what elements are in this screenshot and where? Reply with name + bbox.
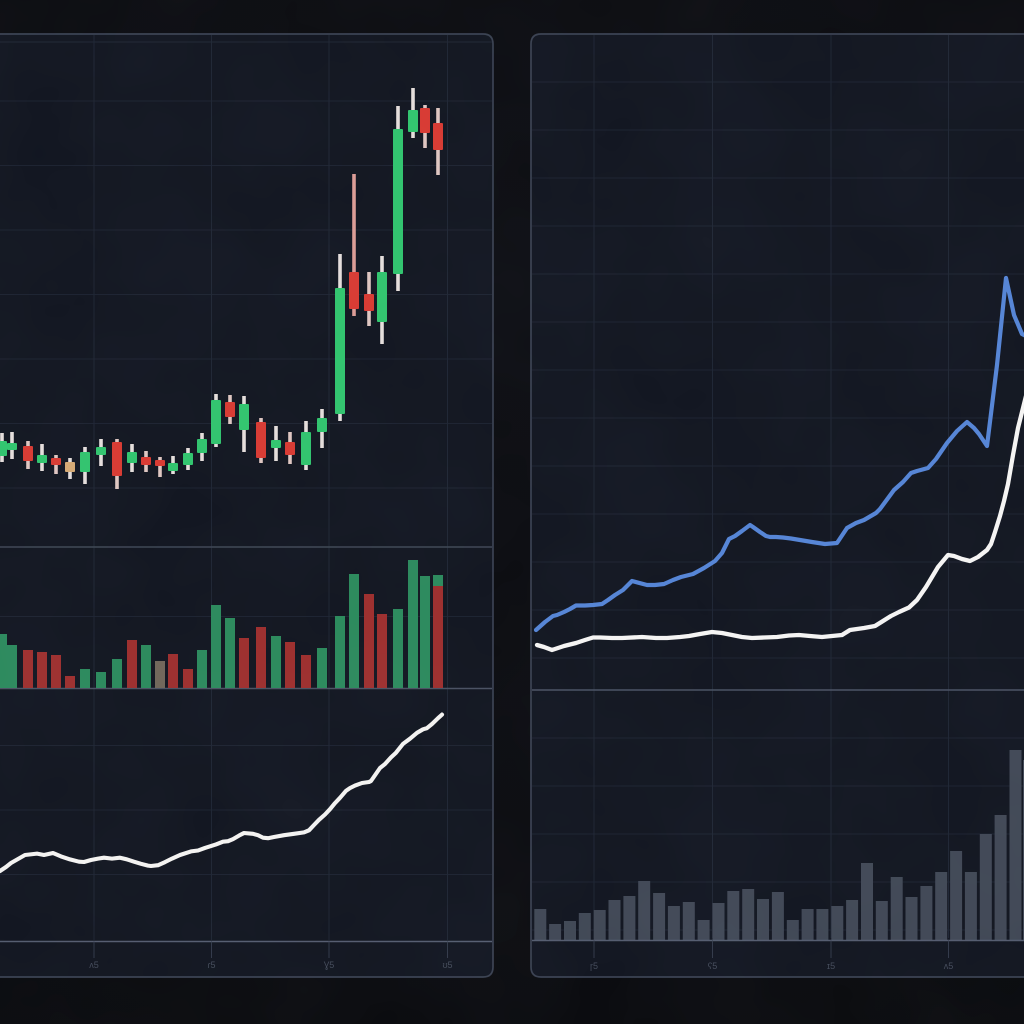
- svg-text:Ɣ5: Ɣ5: [324, 960, 335, 970]
- svg-text:ʌ5: ʌ5: [89, 960, 99, 970]
- svg-text:ʊ5: ʊ5: [442, 960, 452, 970]
- svg-text:ɾ5: ɾ5: [207, 960, 215, 970]
- svg-text:ʌ5: ʌ5: [944, 961, 954, 971]
- svg-text:ʕ5: ʕ5: [708, 961, 718, 971]
- svg-text:ɪ5: ɪ5: [827, 961, 835, 971]
- svg-text:ɼ5: ɼ5: [590, 961, 598, 971]
